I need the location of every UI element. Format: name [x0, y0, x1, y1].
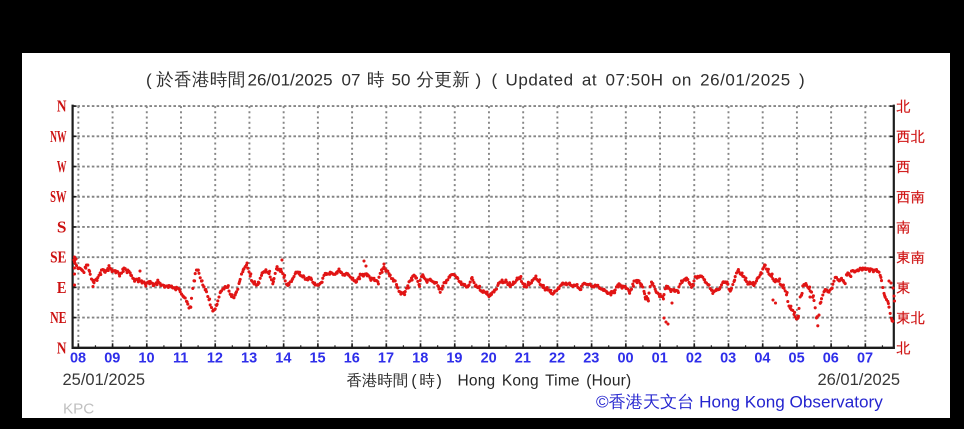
svg-text:03: 03: [720, 351, 736, 367]
svg-text:(: (: [492, 70, 498, 89]
svg-text:E: E: [57, 278, 67, 297]
svg-text:18: 18: [412, 351, 428, 367]
svg-text:KPC: KPC: [63, 401, 94, 418]
svg-text:(: (: [411, 373, 417, 390]
svg-text:20: 20: [481, 351, 497, 367]
svg-text:23: 23: [583, 351, 599, 367]
svg-text:Updated at 07:50H on 26/01/202: Updated at 07:50H on 26/01/2025 ): [506, 70, 806, 89]
svg-text:SE: SE: [50, 248, 66, 267]
svg-text:): ): [476, 70, 482, 89]
svg-text:06: 06: [823, 351, 839, 367]
svg-text:08: 08: [70, 351, 86, 367]
svg-text:11: 11: [173, 351, 188, 367]
svg-text:09: 09: [104, 351, 120, 367]
svg-text:Hong Kong Time (Hour): Hong Kong Time (Hour): [458, 373, 632, 390]
svg-text:12: 12: [207, 351, 223, 367]
svg-text:07: 07: [342, 70, 361, 89]
svg-text:05: 05: [789, 351, 805, 367]
svg-text:N: N: [57, 97, 67, 116]
svg-text:04: 04: [754, 351, 770, 367]
svg-text:17: 17: [378, 351, 394, 367]
svg-text:S: S: [57, 217, 67, 236]
svg-text:19: 19: [446, 351, 462, 367]
svg-text:21: 21: [515, 351, 531, 367]
svg-text:SW: SW: [50, 187, 66, 206]
svg-text:22: 22: [549, 351, 565, 367]
svg-text:(: (: [146, 70, 152, 89]
svg-text:W: W: [57, 157, 67, 176]
svg-text:14: 14: [275, 351, 291, 367]
svg-text:NW: NW: [50, 127, 66, 146]
svg-text:26/01/2025: 26/01/2025: [818, 371, 901, 389]
svg-text:10: 10: [138, 351, 154, 367]
svg-text:NE: NE: [50, 308, 66, 327]
svg-text:): ): [437, 373, 442, 390]
svg-text:26/01/2025: 26/01/2025: [248, 70, 333, 89]
svg-text:07: 07: [857, 351, 873, 367]
svg-text:13: 13: [241, 351, 257, 367]
svg-text:25/01/2025: 25/01/2025: [63, 371, 146, 389]
svg-text:01: 01: [652, 351, 668, 367]
svg-text:Hong Kong Observatory: Hong Kong Observatory: [694, 393, 883, 412]
svg-text:00: 00: [617, 351, 633, 367]
svg-text:N: N: [57, 338, 67, 357]
svg-text:©: ©: [596, 393, 609, 412]
svg-text:15: 15: [309, 351, 325, 367]
svg-text:50: 50: [392, 70, 411, 89]
svg-text:02: 02: [686, 351, 702, 367]
svg-text:16: 16: [344, 351, 360, 367]
